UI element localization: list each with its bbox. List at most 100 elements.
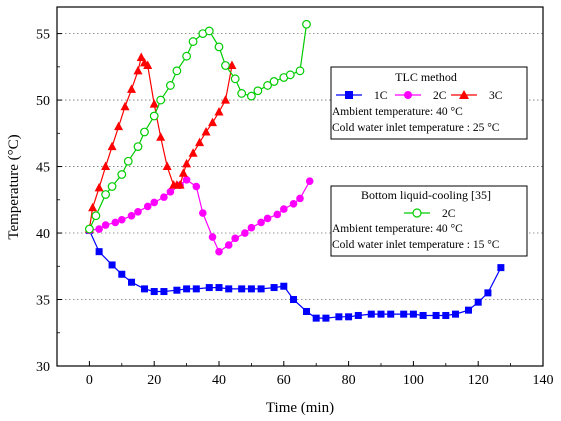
series-0-point-37: [484, 289, 492, 297]
series-2-point-22: [201, 126, 211, 136]
legend-tlc: TLC method 1C 2C 3C Ambient temperature:…: [330, 66, 528, 140]
x-tick-label-120: 120: [468, 373, 489, 388]
series-2-point-8: [133, 65, 143, 75]
series-0-point-23: [335, 313, 343, 321]
series-0-point-27: [377, 310, 385, 318]
series-3-point-18: [230, 74, 240, 84]
legend-3c-marker: [459, 90, 469, 99]
series-3-point-10: [165, 81, 175, 90]
series-3-point-15: [204, 26, 214, 36]
legend-bottom-cooling: Bottom liquid-cooling [35] 2C Ambient te…: [330, 185, 528, 257]
series-2-point-11: [143, 60, 153, 70]
legend-1c-marker: [345, 91, 353, 99]
series-0-point-10: [192, 285, 200, 293]
series-3-point-6: [133, 142, 143, 152]
series-0-point-8: [173, 286, 181, 294]
series-0-point-1: [95, 248, 103, 256]
series-1-point-14: [199, 209, 207, 217]
legend-1c-label: 1C: [374, 90, 388, 102]
series-3-point-3: [107, 182, 117, 191]
legend-3c-label: 3C: [489, 90, 503, 102]
x-tick-label-0: 0: [86, 373, 93, 388]
series-1-point-10: [166, 188, 175, 196]
series-1-point-12: [182, 176, 191, 184]
y-tick-label-35: 35: [36, 294, 50, 309]
series-0-point-24: [345, 313, 353, 321]
series-1-point-18: [231, 234, 239, 243]
series-2-point-12: [149, 99, 159, 108]
series-1-point-2: [101, 221, 110, 229]
series-0-point-33: [442, 311, 450, 319]
series-0-point-18: [280, 282, 288, 290]
series-2-point-24: [214, 107, 224, 116]
series-1-point-8: [150, 198, 158, 207]
series-0-point-19: [290, 296, 298, 304]
series-3-point-27: [302, 19, 311, 29]
series-0-point-29: [400, 310, 408, 318]
series-1-point-21: [257, 218, 265, 227]
series-2-point-7: [127, 84, 137, 93]
series-0-point-5: [140, 285, 148, 293]
series-1-line: [89, 179, 311, 253]
series-1-point-23: [273, 210, 282, 219]
series-3-point-26: [295, 66, 305, 76]
legend-2c-marker: [404, 91, 412, 99]
series-0-point-3: [118, 270, 126, 278]
legend-tlc-entries: 1C 2C 3C: [336, 90, 503, 102]
series-3-point-11: [172, 66, 182, 76]
series-3-point-21: [253, 86, 263, 96]
series-0-point-25: [354, 311, 362, 319]
series-1-point-15: [208, 233, 217, 241]
series-1-point-19: [241, 229, 249, 237]
series-2-point-21: [195, 137, 205, 147]
series-1-point-24: [280, 205, 288, 213]
y-tick-label-55: 55: [36, 28, 50, 43]
series-0-point-2: [108, 261, 116, 269]
series-2-point-20: [188, 148, 198, 157]
series-3-point-1: [91, 211, 101, 221]
series-3-point-8: [149, 111, 159, 121]
series-3: [84, 19, 311, 234]
series-3-point-17: [221, 61, 230, 70]
axis-ticks: 30 35 40 45 50 55 0 20 40 60 80 100 120 140: [36, 28, 554, 388]
series-1-point-25: [289, 199, 298, 208]
series-1-point-5: [127, 211, 136, 220]
series-2-point-4: [107, 141, 117, 151]
series-1-point-16: [215, 247, 223, 256]
series-2-point-1: [88, 202, 98, 212]
series-0-point-38: [497, 264, 505, 272]
x-tick-label-40: 40: [212, 373, 226, 388]
series-0-point-16: [257, 285, 265, 293]
legend-tlc-ambient: Ambient temperature: 40 °C: [332, 106, 463, 118]
legend-2c-label: 2C: [433, 90, 447, 102]
legend-bottom-cooling-box: [330, 185, 528, 257]
legend-tlc-box: [330, 66, 528, 140]
series-0-point-22: [322, 314, 330, 322]
series-2-point-19: [182, 158, 192, 168]
series-1: [85, 176, 314, 256]
x-tick-label-80: 80: [342, 373, 356, 388]
x-tick-label-100: 100: [403, 373, 424, 388]
legend-green-2c-marker: [412, 208, 422, 218]
series-3-point-4: [117, 170, 127, 179]
series-0-point-14: [238, 285, 246, 293]
series-2-point-6: [120, 101, 130, 111]
series-2-point-2: [94, 182, 104, 192]
series-3-point-2: [101, 190, 110, 199]
series-0-point-17: [270, 284, 278, 292]
x-tick-label-60: 60: [277, 373, 291, 388]
series-3-point-12: [182, 51, 192, 61]
legend-tlc-title: TLC method: [395, 70, 457, 84]
series-0-point-11: [205, 284, 213, 292]
x-axis-title: Time (min): [266, 400, 334, 416]
legend-tlc-inlet: Cold water inlet temperature : 25 °C: [332, 122, 500, 134]
legend-bottom-cooling-title: Bottom liquid-cooling [35]: [361, 188, 491, 202]
series-2-point-25: [220, 95, 230, 104]
series-1-point-20: [247, 223, 256, 232]
legend-bottom-cooling-ambient: Ambient temperature: 40 °C: [332, 223, 463, 235]
series-1-point-26: [296, 194, 304, 203]
series-3-point-5: [123, 156, 133, 166]
series-1-point-17: [224, 241, 233, 249]
series-0-point-20: [302, 307, 310, 315]
series-2-point-9: [136, 52, 146, 62]
